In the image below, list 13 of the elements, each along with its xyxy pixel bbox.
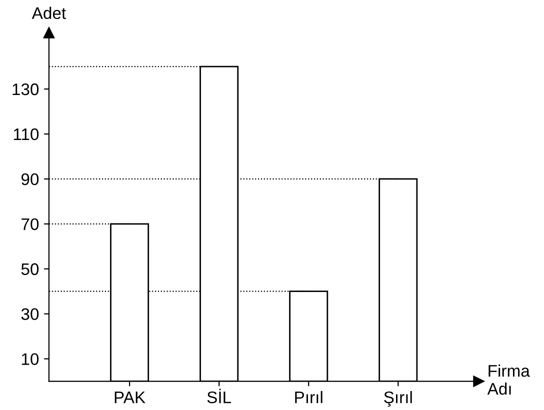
y-tick-label: 10 [22,353,39,366]
y-tick-label: 110 [14,128,39,140]
x-tick-label: PAK [114,392,146,404]
y-tick-label: 70 [22,218,39,230]
y-axis-title: Adet [32,6,66,20]
y-tick-label: 90 [21,173,39,186]
x-tick-label: Şırıl [384,391,412,407]
y-tick-label: 130 [12,83,39,96]
y-tick-label: 30 [21,308,39,320]
x-tick-label: SİL [207,388,232,404]
x-axis-title: Firma Adı [487,364,530,395]
x-tick-label: Pırıl [295,391,322,404]
y-tick-label: 50 [21,263,39,276]
